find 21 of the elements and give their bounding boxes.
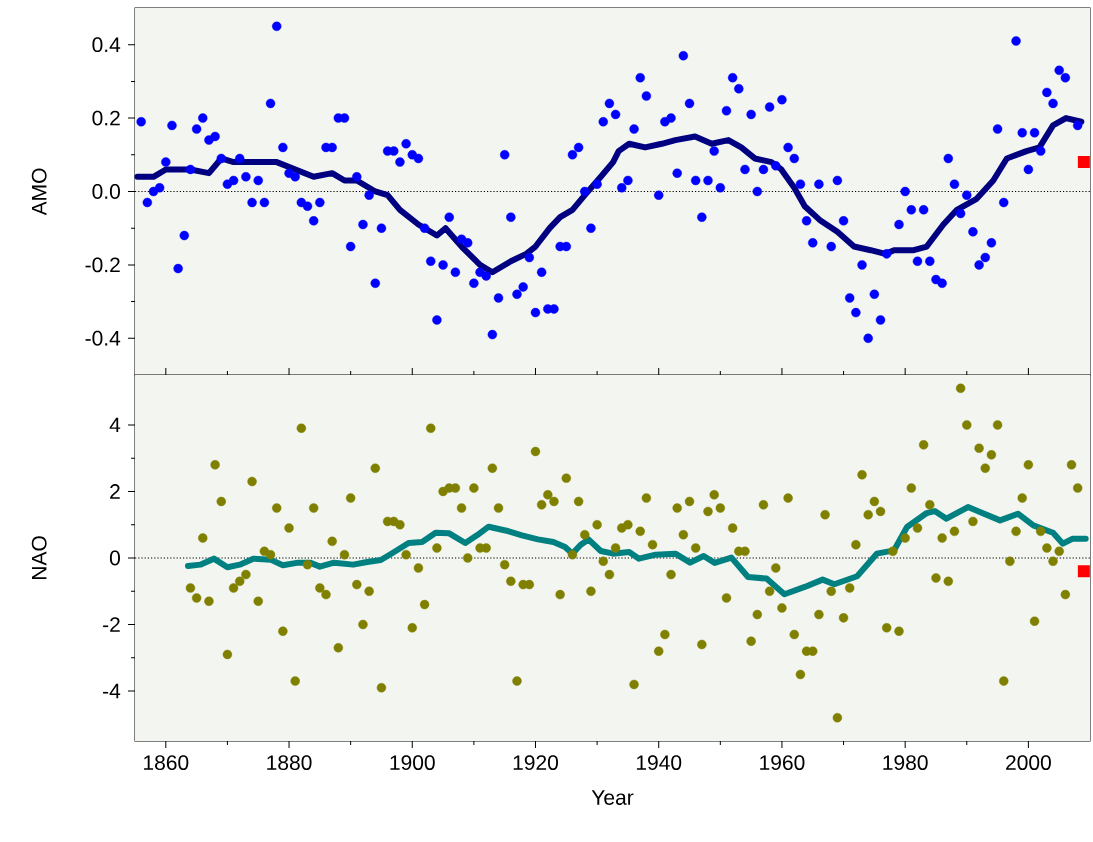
x-tick-label: 1920 <box>513 755 559 771</box>
x-tick-label: 1880 <box>267 755 312 771</box>
y-tick-label: 0.4 <box>92 37 121 53</box>
y-tick-label: -0.4 <box>85 330 121 346</box>
y-tick-label: -4 <box>103 683 121 699</box>
y-tick-label: 4 <box>109 417 121 433</box>
y-axis-title: AMO <box>31 168 47 216</box>
y-tick-label: 0.2 <box>92 110 120 126</box>
y-tick-label: 0 <box>109 550 120 566</box>
x-tick-label: 1900 <box>390 755 435 771</box>
x-tick-label: 1980 <box>883 755 928 771</box>
y-tick-label: 0.0 <box>92 184 120 199</box>
y-axis-title: NAO <box>31 536 47 580</box>
x-tick-label: 1960 <box>760 755 805 771</box>
y-tick-label: -0.2 <box>85 257 120 273</box>
x-axis-title: Year <box>591 790 634 805</box>
x-tick-label: 2000 <box>1006 755 1051 771</box>
x-tick-label: 1940 <box>636 755 682 771</box>
y-tick-label: 2 <box>110 484 120 499</box>
x-tick-label: 1860 <box>144 755 189 771</box>
y-tick-label: -2 <box>103 617 120 632</box>
